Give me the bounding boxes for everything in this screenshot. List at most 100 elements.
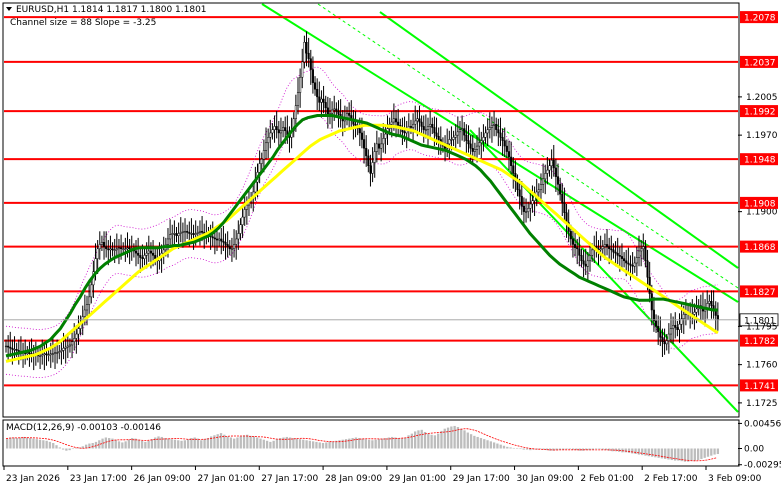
level-label-1: 1.2037	[744, 58, 776, 68]
macd-bar-193	[641, 448, 644, 456]
macd-bar-149	[496, 443, 499, 449]
candle-body-226	[486, 129, 489, 134]
candle-body-148	[320, 98, 323, 103]
macd-bar-138	[460, 428, 463, 449]
macd-bar-16	[58, 447, 61, 449]
level-label-0: 1.2078	[744, 14, 776, 24]
macd-bar-53	[180, 440, 183, 449]
macd-bar-27	[94, 441, 98, 449]
macd-bar-154	[512, 447, 516, 449]
macd-bar-76	[256, 437, 259, 449]
level-label-bg-6	[740, 285, 778, 298]
level-label-bg-5	[740, 240, 778, 253]
candle-body-237	[510, 156, 513, 166]
macd-bar-101	[338, 440, 341, 449]
level-label-8: 1.1741	[744, 382, 776, 392]
macd-bar-67	[226, 436, 229, 449]
candle-body-149	[322, 98, 325, 103]
candle-body-129	[279, 130, 282, 134]
candle-body-3	[11, 347, 14, 350]
macd-bar-99	[331, 441, 335, 449]
macd-bar-108	[361, 438, 364, 449]
macd-bar-165	[548, 448, 552, 451]
macd-bar-14	[52, 443, 55, 449]
candle-body-143	[309, 58, 312, 70]
macd-bar-15	[55, 445, 58, 449]
macd-bar-123	[410, 433, 414, 449]
candle-body-146	[316, 88, 319, 98]
level-label-bg-1	[740, 55, 778, 68]
candle-body-112	[243, 209, 246, 218]
candle-body-137	[296, 92, 300, 106]
macd-bar-173	[575, 448, 578, 451]
channel-info: Channel size = 88 Slope = -3.25	[10, 18, 156, 28]
candle-body-212	[456, 131, 459, 136]
macd-bar-17	[61, 448, 65, 450]
candle-body-29	[66, 345, 69, 348]
macd-bar-63	[213, 435, 216, 449]
macd-bar-51	[173, 439, 177, 449]
candle-body-23	[53, 352, 57, 354]
macd-bar-74	[249, 435, 252, 449]
macd-bar-48	[163, 438, 167, 449]
candle-body-297	[637, 250, 641, 258]
candle-body-138	[299, 76, 302, 93]
macd-bar-43	[147, 440, 150, 449]
candle-body-80	[175, 233, 178, 236]
time-tick-label-3: 27 Jan 01:00	[197, 474, 254, 484]
candle-body-213	[458, 129, 462, 133]
macd-bar-176	[585, 448, 588, 451]
macd-bar-40	[137, 439, 140, 449]
candle-body-144	[311, 69, 314, 83]
macd-bar-3	[15, 438, 19, 449]
macd-bar-127	[423, 432, 427, 449]
candle-body-39	[88, 296, 91, 305]
candle-body-236	[507, 151, 511, 158]
macd-bar-91	[305, 440, 308, 449]
candle-body-259	[556, 176, 560, 185]
level-label-6: 1.1827	[744, 288, 776, 298]
candle-body-111	[241, 216, 244, 226]
macd-bar-207	[687, 448, 690, 462]
candle-body-52	[115, 248, 118, 251]
candle-body-225	[484, 132, 487, 138]
macd-bar-2	[12, 437, 15, 449]
price-tick-label-4: 1.1760	[746, 361, 778, 371]
macd-bar-46	[157, 436, 160, 449]
candle-body-253	[544, 173, 547, 180]
macd-bar-47	[160, 436, 163, 449]
macd-bar-210	[696, 448, 700, 461]
candle-body-120	[260, 158, 263, 164]
candle-body-161	[348, 113, 351, 116]
macd-bar-133	[443, 428, 446, 449]
dropdown-triangle-icon[interactable]	[6, 7, 12, 11]
candle-body-229	[493, 123, 496, 126]
candle-body-290	[623, 258, 626, 262]
candle-body-266	[571, 238, 574, 245]
macd-bar-190	[631, 448, 634, 454]
macd-bar-158	[525, 448, 529, 450]
candle-body-126	[273, 126, 276, 130]
macd-bar-131	[437, 433, 440, 449]
candle-body-199	[429, 123, 432, 127]
macd-bar-59	[200, 440, 203, 449]
macd-bar-7	[29, 438, 32, 449]
candle-body-245	[527, 208, 530, 212]
candle-body-219	[471, 148, 474, 152]
macd-bar-189	[627, 448, 631, 453]
candle-body-123	[267, 137, 270, 144]
candle-body-89	[194, 233, 197, 235]
candle-body-238	[512, 165, 515, 174]
macd-bar-49	[167, 438, 170, 449]
macd-bar-55	[186, 439, 190, 449]
candle-body-222	[478, 142, 481, 147]
candle-body-208	[448, 139, 451, 145]
candle-body-306	[657, 326, 660, 333]
candle-body-269	[578, 248, 581, 256]
macd-axis: 0.00456 0.00 -0.00295	[738, 419, 781, 471]
candle-body-34	[77, 328, 80, 335]
candle-body-87	[190, 233, 193, 235]
candle-body-258	[554, 167, 557, 177]
